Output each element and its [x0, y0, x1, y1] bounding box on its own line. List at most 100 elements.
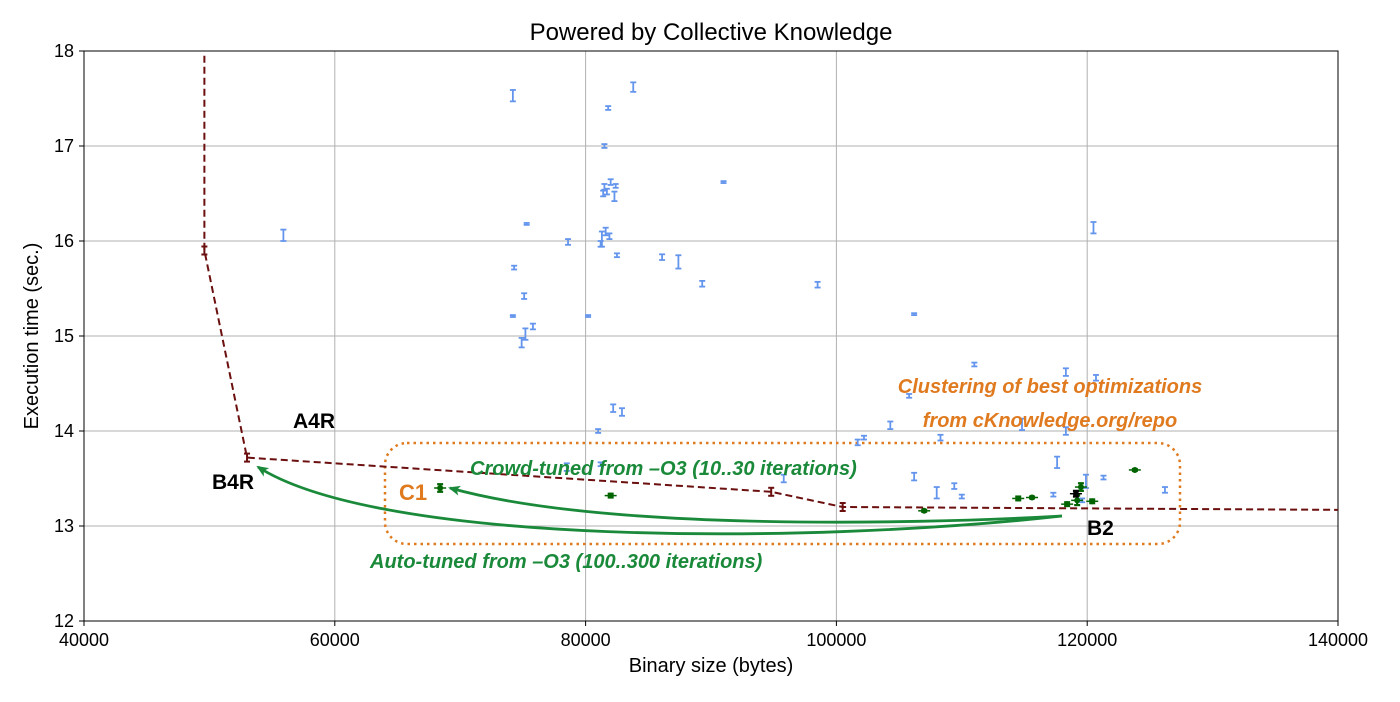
random-point [854, 438, 861, 447]
random-point [1062, 426, 1069, 436]
random-point [597, 240, 604, 248]
x-tick-label: 140000 [1308, 630, 1368, 650]
random-point [600, 189, 607, 198]
random-point [860, 434, 867, 441]
random-point [563, 462, 570, 472]
random-point [675, 254, 682, 270]
random-point [1050, 491, 1057, 498]
y-tick-label: 12 [54, 611, 74, 631]
x-axis-label: Binary size (bytes) [629, 655, 794, 677]
y-tick-label: 14 [54, 421, 74, 441]
grid [83, 50, 1339, 622]
random-point [659, 253, 666, 261]
random-point [610, 403, 617, 413]
x-tick-label: 60000 [310, 630, 360, 650]
random-point [565, 238, 572, 246]
x-tick-label: 100000 [806, 630, 866, 650]
random-point [937, 433, 944, 442]
random-point [1054, 455, 1061, 469]
best-point [1061, 501, 1074, 508]
random-point [1062, 367, 1069, 377]
random-point [607, 178, 614, 186]
frontier-point [201, 245, 208, 256]
random-point [518, 336, 525, 349]
random-point [601, 143, 608, 149]
label-cluster-line1: Clustering of best optimizations [898, 376, 1202, 398]
pareto-frontier [201, 55, 1339, 512]
y-axis-label: Execution time (sec.) [21, 243, 43, 430]
best-point [1086, 498, 1099, 505]
random-point [630, 81, 637, 93]
random-point [814, 280, 821, 289]
label-cluster-line2: from cKnowledge.org/repo [923, 410, 1177, 432]
random-point [522, 327, 529, 341]
random-point [612, 183, 619, 189]
random-point [280, 228, 287, 242]
random-point [1090, 221, 1097, 235]
tuning-arrows [256, 465, 1063, 536]
random-point [613, 252, 620, 259]
best-point [434, 483, 447, 493]
x-axis-ticks: 40000 60000 80000 100000 120000 140000 [59, 621, 1368, 650]
random-point [602, 226, 609, 237]
random-point [509, 314, 516, 318]
random-point [699, 279, 706, 288]
chart-title: Powered by Collective Knowledge [530, 19, 893, 46]
random-point [906, 393, 913, 399]
random-point [911, 312, 918, 317]
best-point [1012, 495, 1025, 502]
best-point [604, 492, 617, 499]
best-point [1128, 466, 1141, 473]
frontier-point [768, 486, 775, 497]
best-point [1074, 482, 1087, 492]
random-point [595, 428, 602, 434]
y-tick-label: 18 [54, 41, 74, 61]
random-point [951, 482, 958, 490]
x-tick-label: 80000 [561, 630, 611, 650]
random-point [971, 361, 978, 368]
label-crowd-tuned: Crowd-tuned from –O3 (10..30 iterations) [470, 458, 857, 480]
label-b2: B2 [1087, 517, 1114, 540]
x-tick-label: 120000 [1057, 630, 1117, 650]
frontier-point [839, 502, 846, 512]
label-b4r: B4R [212, 471, 254, 494]
y-tick-label: 16 [54, 231, 74, 251]
y-tick-label: 13 [54, 516, 74, 536]
x-tick-label: 40000 [59, 630, 109, 650]
label-c1: C1 [399, 480, 427, 505]
best-point [1026, 494, 1039, 501]
random-point [887, 420, 894, 431]
cluster-outline [383, 441, 1182, 546]
random-point [780, 473, 787, 484]
y-tick-label: 17 [54, 136, 74, 156]
random-point [597, 461, 604, 468]
annotations: A4R B4R C1 B2 Crowd-tuned from –O3 (10..30 i… [212, 376, 1202, 573]
random-point [933, 486, 940, 500]
random-point [585, 314, 592, 318]
random-point [605, 105, 612, 111]
cluster-box [383, 441, 1182, 546]
random-point [1161, 486, 1168, 494]
frontier-point [244, 452, 251, 463]
random-point [521, 292, 528, 300]
label-a4r: A4R [293, 410, 335, 433]
random-point [611, 190, 618, 203]
auto-tuned-arrow [256, 465, 1063, 536]
random-point [1092, 374, 1099, 382]
random-point [511, 264, 518, 271]
random-point [603, 187, 610, 196]
label-auto-tuned: Auto-tuned from –O3 (100..300 iterations… [369, 551, 763, 573]
data-series [280, 81, 1168, 514]
random-point [1100, 474, 1107, 481]
random-point [911, 471, 918, 482]
random-point [509, 89, 516, 103]
frontier-line [203, 55, 1339, 511]
random-point [606, 232, 613, 241]
y-tick-label: 15 [54, 326, 74, 346]
random-point [618, 407, 625, 417]
random-point [1082, 473, 1089, 489]
y-axis-ticks: 12 13 14 15 16 17 18 [54, 41, 84, 631]
random-point [523, 222, 530, 226]
random-point [720, 180, 727, 184]
crowd-tuned-arrow [448, 485, 1063, 524]
